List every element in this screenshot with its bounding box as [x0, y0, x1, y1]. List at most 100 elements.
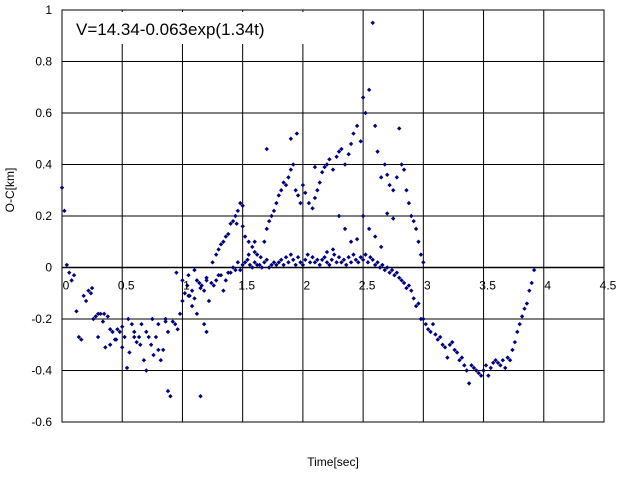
- y-tick-label: 0.6: [35, 106, 52, 120]
- data-point: [189, 303, 195, 309]
- data-point: [126, 316, 131, 322]
- data-point: [315, 257, 320, 262]
- data-point: [204, 275, 209, 280]
- data-point: [62, 208, 67, 214]
- data-point: [286, 175, 291, 180]
- data-point: [399, 278, 404, 283]
- data-point: [204, 278, 209, 283]
- data-point: [186, 273, 191, 278]
- data-point: [387, 270, 392, 275]
- equation-annotation: V=14.34-0.063exp(1.34t): [76, 20, 265, 39]
- data-point: [257, 262, 262, 268]
- data-point: [378, 244, 384, 250]
- data-point: [293, 188, 298, 193]
- data-point: [500, 358, 506, 363]
- x-tick-label: 2.5: [359, 279, 376, 293]
- data-point: [67, 270, 72, 275]
- data-point: [382, 162, 387, 167]
- data-point: [194, 278, 200, 283]
- data-point: [351, 131, 356, 136]
- data-point: [370, 257, 375, 262]
- data-point: [279, 188, 284, 193]
- data-point: [324, 162, 330, 167]
- data-point: [353, 257, 359, 262]
- data-point: [136, 334, 142, 340]
- annotation-box: [66, 12, 306, 44]
- data-point: [324, 249, 330, 255]
- data-point: [342, 162, 348, 167]
- data-point: [95, 334, 101, 340]
- data-point: [372, 123, 378, 129]
- data-point: [401, 280, 407, 286]
- data-point: [153, 334, 159, 340]
- data-point: [478, 373, 484, 378]
- data-point: [151, 352, 156, 358]
- data-point: [269, 213, 274, 219]
- data-point: [230, 218, 236, 224]
- data-point: [476, 370, 481, 376]
- data-point: [464, 368, 469, 373]
- data-point: [498, 363, 503, 368]
- data-point: [124, 365, 130, 371]
- data-point: [288, 252, 294, 257]
- data-point: [469, 363, 474, 368]
- data-point: [334, 154, 339, 159]
- data-point: [336, 149, 342, 154]
- data-point: [391, 216, 396, 221]
- data-point: [264, 226, 269, 232]
- data-point: [324, 260, 330, 265]
- data-point: [423, 321, 428, 327]
- data-point: [127, 350, 132, 355]
- data-point: [457, 358, 462, 363]
- y-tick-label: 0.8: [35, 55, 52, 69]
- data-point: [211, 283, 216, 288]
- x-tick-label: 2: [304, 279, 311, 293]
- data-point: [527, 288, 532, 293]
- data-point: [310, 206, 315, 211]
- data-point: [262, 260, 267, 265]
- y-tick-label: 1: [45, 3, 52, 17]
- data-point: [505, 355, 510, 360]
- data-point: [372, 262, 378, 268]
- data-point: [327, 262, 332, 268]
- data-point: [495, 360, 501, 365]
- data-point: [279, 257, 284, 262]
- data-point: [230, 265, 236, 270]
- data-point: [529, 280, 534, 286]
- data-point: [71, 273, 77, 278]
- data-point: [213, 252, 219, 257]
- data-point: [315, 188, 320, 193]
- data-point: [223, 278, 229, 283]
- data-point: [201, 288, 207, 293]
- data-point: [307, 260, 313, 265]
- data-point: [240, 203, 245, 208]
- data-point: [91, 316, 96, 322]
- data-point: [399, 162, 404, 167]
- data-point: [264, 257, 269, 262]
- data-point: [312, 164, 318, 170]
- data-point: [120, 324, 125, 329]
- data-point: [201, 321, 207, 327]
- data-point: [185, 283, 190, 288]
- data-point: [264, 146, 269, 152]
- data-point: [435, 337, 440, 342]
- data-point: [86, 288, 91, 293]
- data-point: [103, 345, 108, 350]
- data-point: [156, 347, 161, 353]
- y-tick-label: 0: [45, 261, 52, 275]
- data-point: [198, 285, 203, 291]
- data-point: [156, 321, 161, 327]
- data-point: [437, 334, 443, 340]
- data-point: [117, 329, 123, 335]
- data-point: [425, 327, 431, 332]
- data-point: [382, 267, 387, 273]
- data-point: [221, 288, 226, 293]
- data-point: [250, 265, 255, 270]
- data-point: [394, 270, 400, 275]
- data-point: [312, 195, 318, 201]
- data-point: [375, 149, 380, 154]
- data-point: [69, 278, 74, 283]
- data-point: [445, 355, 450, 360]
- data-point: [356, 260, 361, 265]
- data-point: [115, 327, 120, 332]
